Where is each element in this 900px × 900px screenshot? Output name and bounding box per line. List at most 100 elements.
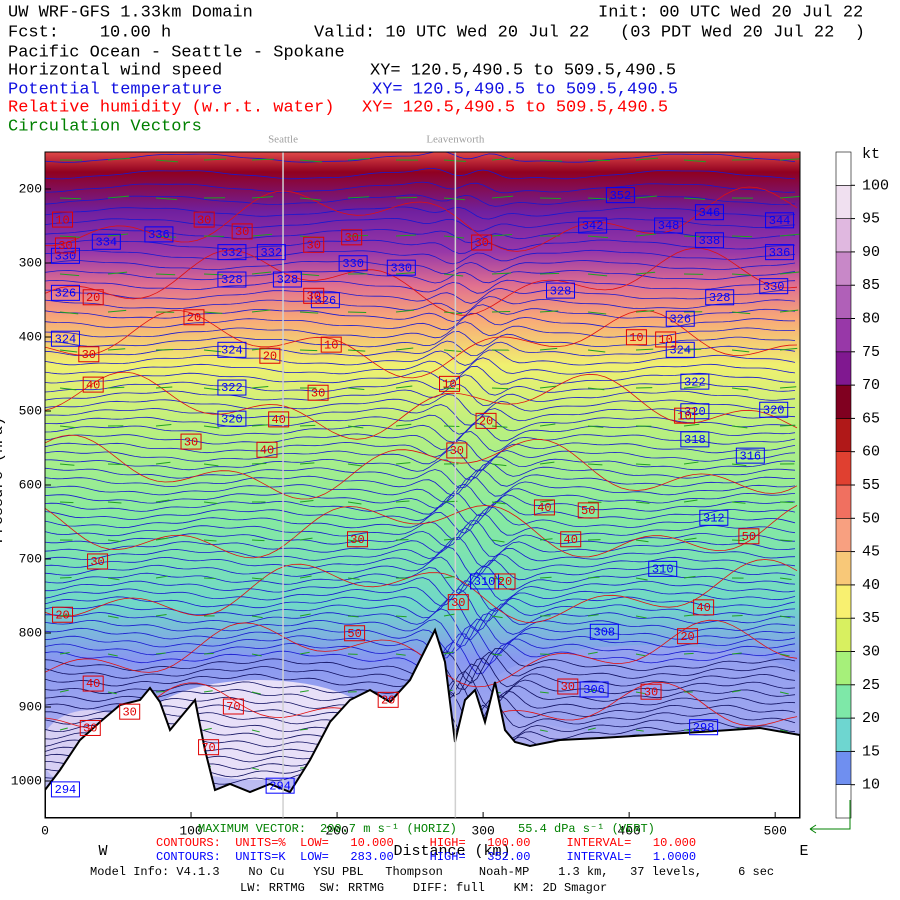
theta-label-box (665, 310, 695, 327)
theta-contour (45, 152, 796, 163)
vector-arrow (779, 271, 800, 275)
theta-label-box (217, 379, 247, 396)
theta-contour (45, 520, 796, 548)
theta-label: 328 (221, 273, 243, 287)
vector-arrow (539, 347, 558, 351)
rh-label-box (82, 289, 104, 306)
colorbar-bin (835, 185, 852, 219)
rh-label-box (193, 211, 215, 228)
theta-contour (45, 404, 796, 426)
colorbar-tick-label: 90 (862, 244, 880, 261)
theta-contour (45, 431, 796, 453)
colorbar-tick-label: 95 (862, 211, 880, 228)
rh-label: 10 (55, 213, 69, 227)
rh-label-box (738, 528, 760, 545)
rh-label-box (198, 739, 220, 756)
colorbar-bin (835, 251, 852, 286)
rh-label-box (320, 336, 342, 353)
x-tick-label: 0 (41, 823, 49, 838)
colorbar-bin (835, 684, 852, 719)
theta-contour (45, 270, 796, 284)
rh-label-box (303, 236, 325, 253)
vector-arrow (59, 576, 72, 579)
theta-contour (45, 167, 796, 180)
rh-label-box (180, 433, 202, 450)
vector-arrow (155, 652, 166, 655)
vector-arrow (107, 157, 131, 161)
vector-arrow (395, 653, 406, 656)
rh-label: 50 (742, 530, 756, 544)
vector-arrow (635, 348, 654, 351)
vector-arrow (683, 652, 694, 655)
rh-label: 40 (86, 378, 100, 392)
vector-arrow (635, 615, 647, 619)
colorbar-tick-label: 35 (862, 610, 880, 627)
rh-label: 50 (347, 627, 361, 641)
model-info: Model Info: V4.1.3 No Cu YSU PBL Thompso… (90, 865, 774, 879)
theta-contour (45, 588, 796, 622)
theta-label: 312 (703, 511, 725, 525)
vector-arrow (203, 501, 218, 505)
theta-contour (45, 260, 796, 274)
vector-arrow (251, 233, 273, 237)
theta-label: 336 (148, 228, 170, 242)
colorbar-tick-label: 55 (862, 477, 880, 494)
vector-arrow (779, 539, 793, 542)
vector-arrow (443, 197, 466, 201)
colorbar-tick-label: 65 (862, 410, 880, 427)
vector-arrow (683, 499, 698, 503)
vector-arrow (107, 653, 118, 657)
theta-label: 352 (610, 189, 632, 203)
rh-label: 50 (581, 504, 595, 518)
colorbar-bin (835, 384, 852, 419)
vector-arrow (299, 311, 319, 314)
vector-arrow (155, 386, 173, 389)
theta-contour (45, 206, 796, 220)
vector-arrow (491, 615, 503, 619)
theta-label: 298 (693, 721, 715, 735)
vector-arrow (347, 501, 362, 505)
rh-label-box (341, 229, 363, 246)
rh-label-box (87, 553, 109, 570)
colorbar: 10 15 20 25 30 35 40 45 50 55 60 65 70 75 80 85 90 95 100 k… (809, 146, 889, 834)
theta-label-box (589, 623, 619, 640)
vector-arrow (683, 386, 701, 389)
vector-arrow (107, 195, 130, 199)
rh-label-box (446, 442, 468, 459)
vector-arrow (203, 652, 214, 655)
rh-contour (45, 619, 798, 688)
rh-label: 40 (696, 601, 710, 615)
rh-label-box (259, 347, 281, 364)
colorbar-tick-label: 75 (862, 344, 880, 361)
rh-label: 20 (86, 291, 100, 305)
vector-arrow (59, 727, 68, 731)
vector-arrow (251, 767, 259, 771)
rh-label-box (82, 675, 104, 692)
vector-arrow (347, 577, 360, 580)
theta-contour (45, 469, 796, 497)
vector-arrow (443, 538, 457, 541)
vector-arrow (299, 613, 311, 617)
theta-label: 330 (763, 280, 785, 294)
rh-contour (45, 371, 798, 440)
vector-arrow (587, 311, 607, 315)
theta-label-box (50, 330, 80, 347)
vector-arrow (683, 537, 697, 541)
rh-label: 30 (307, 238, 321, 252)
theta-label: 328 (709, 291, 731, 305)
theta-label: 336 (769, 246, 791, 260)
theta-contour (45, 449, 796, 472)
theta-label-box (605, 187, 635, 204)
theta-label-box (705, 289, 735, 306)
colorbar-bin (835, 318, 852, 353)
footer: MAXIMUM VECTOR: 200.7 m s⁻¹ (HORIZ) 55.4… (90, 822, 774, 895)
theta-contour (45, 312, 795, 331)
vector-arrow (731, 235, 753, 238)
theta-contour (45, 607, 796, 641)
vector-arrow (107, 615, 119, 619)
rh-label: 10 (677, 409, 691, 423)
rh-label-box (256, 441, 278, 458)
theta-contour (45, 624, 796, 659)
theta-label-box (765, 212, 795, 229)
vector-arrow (683, 575, 696, 579)
